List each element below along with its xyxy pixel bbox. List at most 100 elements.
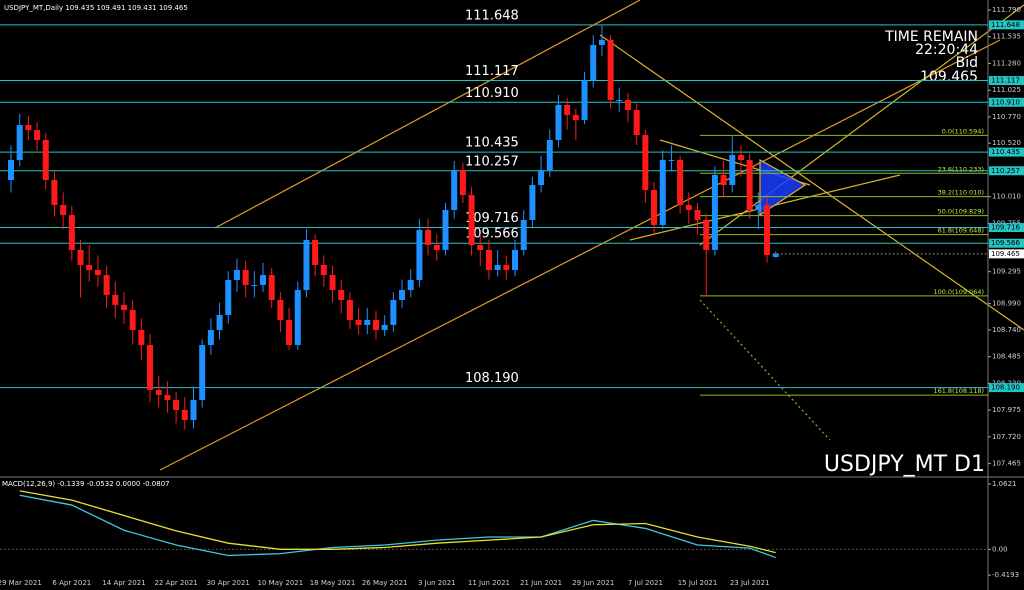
candle-body xyxy=(555,104,562,141)
level-label: 109.566 xyxy=(465,227,519,242)
x-tick-label: 3 Jun 2021 xyxy=(418,579,456,587)
x-tick-label: 14 Apr 2021 xyxy=(102,579,145,587)
level-tag-label: 110.910 xyxy=(991,98,1020,106)
candle-body xyxy=(642,134,649,190)
candle-body xyxy=(485,249,492,270)
level-tag-label: 109.566 xyxy=(991,239,1020,247)
candle-body xyxy=(329,275,336,291)
level-label: 110.910 xyxy=(465,86,519,101)
candle-body xyxy=(433,245,440,250)
candle-body xyxy=(338,290,345,300)
candle-body xyxy=(390,299,397,325)
level-tag xyxy=(989,97,1024,107)
level-tag-label: 109.716 xyxy=(991,224,1020,232)
candle-body xyxy=(711,174,718,250)
candle-body xyxy=(616,99,623,101)
level-tag-label: 110.257 xyxy=(991,167,1020,175)
candle-body xyxy=(207,329,214,345)
candle-body xyxy=(173,399,180,411)
candle-body xyxy=(181,410,188,420)
candle-body xyxy=(320,264,327,276)
candle-body xyxy=(468,194,475,246)
y-tick-label: 109.295 xyxy=(992,268,1021,276)
y-tick-label: 108.740 xyxy=(992,326,1021,334)
candle-body xyxy=(564,104,571,115)
fib-label: 0.0(110.594) xyxy=(942,127,984,135)
candle-body xyxy=(416,230,423,280)
x-tick-label: 21 Jun 2021 xyxy=(520,579,562,587)
x-tick-label: 29 Mar 2021 xyxy=(0,579,42,587)
candle-body xyxy=(538,170,545,186)
candle-body xyxy=(260,275,267,285)
x-tick-label: 30 Apr 2021 xyxy=(207,579,250,587)
candle-body xyxy=(703,219,710,250)
candle-body xyxy=(268,275,275,300)
level-tag-label: 108.190 xyxy=(991,384,1020,392)
candle-body xyxy=(68,215,75,250)
candle-body xyxy=(520,219,527,250)
candle-body xyxy=(459,170,466,195)
trend-line xyxy=(699,299,831,441)
candle-body xyxy=(346,299,353,320)
candle-body xyxy=(42,140,49,180)
bid-tag xyxy=(989,249,1024,259)
candle-body xyxy=(494,264,501,270)
y-tick-label: 111.790 xyxy=(992,6,1021,14)
candle-body xyxy=(103,275,110,295)
bid-label: Bid xyxy=(956,55,978,71)
candle-body xyxy=(16,125,23,160)
candle-body xyxy=(590,44,597,81)
x-tick-label: 18 May 2021 xyxy=(310,579,356,587)
candle-body xyxy=(164,394,171,400)
fib-label: 38.2(110.010) xyxy=(938,189,984,197)
candle-body xyxy=(190,399,197,420)
candle-body xyxy=(294,290,301,345)
level-tag xyxy=(989,147,1024,157)
candle-body xyxy=(120,304,127,310)
candle-body xyxy=(242,269,249,285)
x-tick-label: 7 Jul 2021 xyxy=(628,579,663,587)
candle-body xyxy=(147,344,154,390)
candle-body xyxy=(772,253,779,257)
candle-body xyxy=(286,319,293,345)
candle-body xyxy=(755,204,762,210)
trend-line xyxy=(699,4,1024,246)
y-tick-label: 110.770 xyxy=(992,113,1021,121)
level-label: 111.117 xyxy=(465,64,519,79)
candle-body xyxy=(277,299,284,320)
candle-body xyxy=(737,155,744,160)
candle-body xyxy=(598,39,605,45)
x-tick-label: 15 Jul 2021 xyxy=(678,579,718,587)
macd-tick-label: 0.00 xyxy=(992,545,1008,553)
candle-body xyxy=(546,140,553,171)
level-tag xyxy=(989,20,1024,30)
macd-tick-label: 1.0621 xyxy=(992,480,1017,488)
candle-body xyxy=(607,39,614,100)
level-label: 110.257 xyxy=(465,154,519,169)
candle-body xyxy=(668,159,675,161)
candle-body xyxy=(355,319,362,325)
candle-body xyxy=(199,344,206,400)
candle-body xyxy=(677,159,684,205)
candle-body xyxy=(381,324,388,330)
macd-tick-label: -0.4193 xyxy=(992,571,1019,579)
candle-body xyxy=(77,249,84,265)
level-tag xyxy=(989,166,1024,176)
fib-label: 61.8(109.648) xyxy=(938,227,984,235)
macd-main-line xyxy=(19,494,776,559)
y-tick-label: 108.990 xyxy=(992,300,1021,308)
candle-body xyxy=(764,204,771,255)
candle-body xyxy=(529,185,536,220)
macd-signal-line xyxy=(19,490,776,554)
fib-label: 100.0(109.064) xyxy=(933,288,984,296)
candle-body xyxy=(407,279,414,291)
candle-body xyxy=(138,329,145,345)
candle-body xyxy=(303,239,310,291)
candle-body xyxy=(581,80,588,120)
y-tick-label: 110.520 xyxy=(992,139,1021,147)
channel-line xyxy=(214,0,641,229)
y-tick-label: 108.485 xyxy=(992,353,1021,361)
candle-body xyxy=(372,319,379,330)
